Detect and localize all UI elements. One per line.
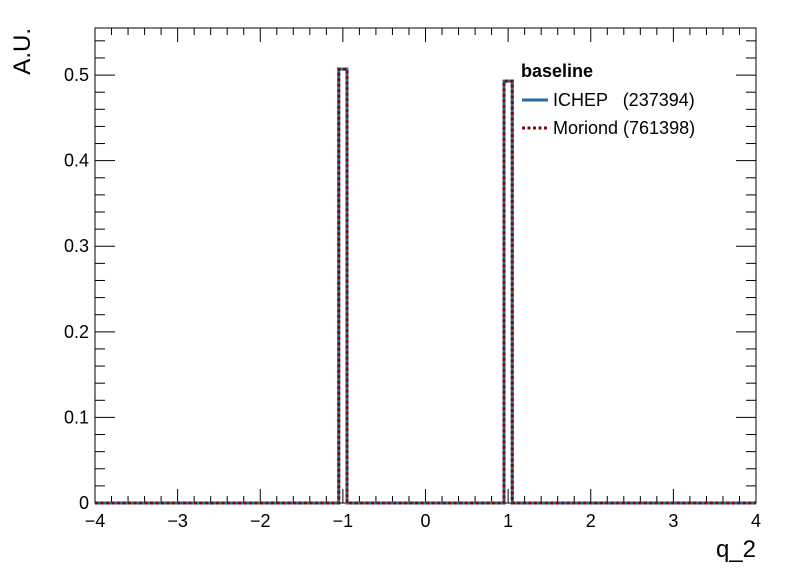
x-tick-label: 1	[503, 511, 513, 531]
x-tick-label: −4	[85, 511, 106, 531]
y-tick-label: 0.3	[64, 236, 89, 256]
y-tick-label: 0	[79, 493, 89, 513]
legend-label-ichep: ICHEP (237394)	[553, 90, 695, 110]
y-tick-labels: 0 0.1 0.2 0.3 0.4 0.5	[64, 65, 89, 513]
y-tick-label: 0.5	[64, 65, 89, 85]
x-tick-label: −2	[250, 511, 271, 531]
y-tick-label: 0.2	[64, 322, 89, 342]
series-line-ichep	[95, 67, 756, 505]
series-layer	[95, 67, 756, 505]
legend-header: baseline	[521, 61, 593, 81]
y-axis-title: A.U.	[9, 28, 36, 75]
x-tick-labels: −4 −3 −2 −1 0 1 2 3 4	[85, 511, 761, 531]
x-tick-label: 2	[586, 511, 596, 531]
legend-label-moriond: Moriond (761398)	[553, 118, 695, 138]
y-tick-label: 0.4	[64, 151, 89, 171]
plot-frame	[94, 27, 757, 504]
x-tick-label: −1	[333, 511, 354, 531]
x-tick-label: 4	[751, 511, 761, 531]
x-tick-label: 3	[668, 511, 678, 531]
y-tick-label: 0.1	[64, 407, 89, 427]
legend: baseline ICHEP (237394) Moriond (761398)	[521, 61, 695, 138]
x-tick-label: −3	[167, 511, 188, 531]
x-axis-title: q_2	[716, 536, 756, 563]
x-tick-label: 0	[420, 511, 430, 531]
